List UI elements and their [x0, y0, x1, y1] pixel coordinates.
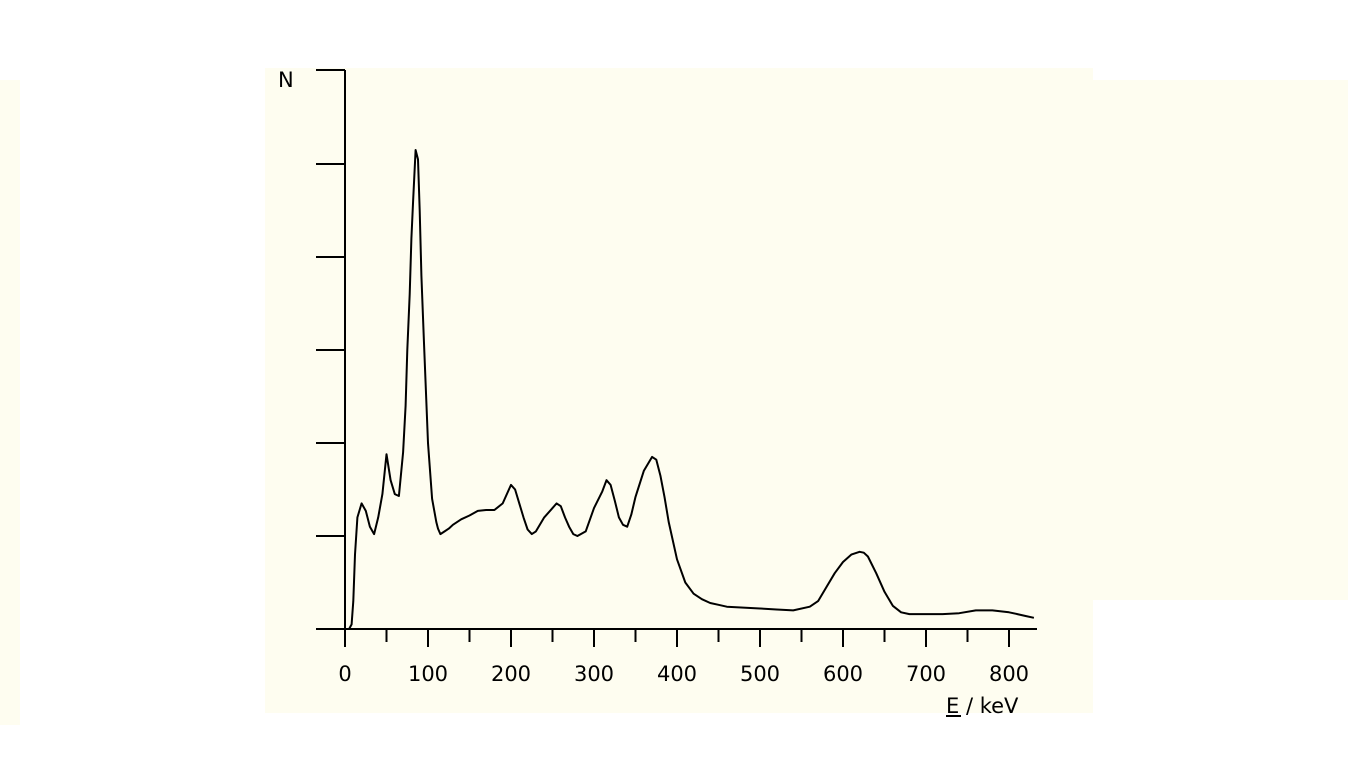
axes — [316, 69, 1037, 717]
x-tick-label-200: 200 — [491, 662, 531, 686]
x-tick-label-400: 400 — [657, 662, 697, 686]
x-tick-label-0: 0 — [338, 662, 351, 686]
x-axis-label: E / keV — [946, 694, 1019, 718]
chart-background — [265, 68, 1093, 713]
x-tick-label-100: 100 — [408, 662, 448, 686]
x-tick-label-800: 800 — [989, 662, 1029, 686]
left-background-strip — [0, 80, 20, 725]
spectrum-line — [345, 149, 1035, 630]
x-tick-label-600: 600 — [823, 662, 863, 686]
x-tick-label-700: 700 — [906, 662, 946, 686]
x-tick-label-300: 300 — [574, 662, 614, 686]
right-background-panel — [1093, 80, 1348, 600]
y-axis-label: N — [278, 68, 294, 92]
x-tick-label-500: 500 — [740, 662, 780, 686]
tick-labels: 0 100 200 300 400 500 600 700 800 — [338, 662, 1029, 686]
ticks — [316, 163, 1010, 647]
